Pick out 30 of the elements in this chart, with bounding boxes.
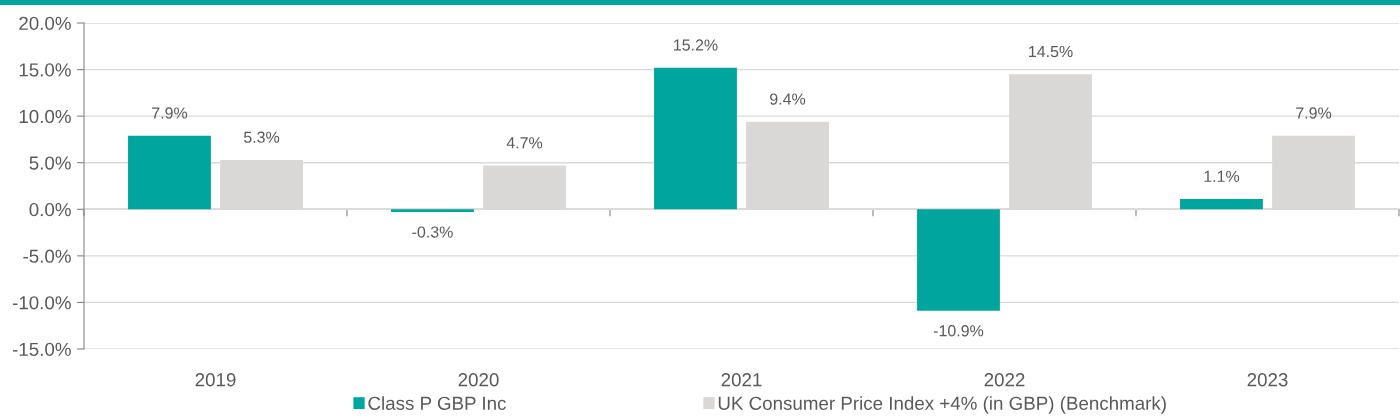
x-tick-label: 2019 [195,373,236,387]
y-tick-label: -15.0% [12,342,71,356]
y-tick-label: 20.0% [19,16,71,30]
data-label: -10.9% [933,325,984,337]
y-tick-label: 5.0% [29,156,71,170]
bar [917,209,1000,311]
y-tick-label: 0.0% [29,202,71,217]
legend-label: UK Consumer Price Index +4% (in GBP) (Benchmark) [718,396,1166,414]
data-label: 1.1% [1204,170,1240,182]
bar [391,209,474,213]
data-label: 14.5% [1029,45,1073,58]
data-label: 5.3% [243,131,280,143]
bar [654,67,737,210]
x-tick-label: 2020 [458,373,499,387]
y-tick-label: -5.0% [23,249,71,263]
data-label: 4.7% [506,137,543,149]
data-label: 9.4% [770,93,806,105]
data-label: 7.9% [1296,107,1332,119]
x-tick-label: 2021 [721,373,762,387]
y-tick-label: -10.0% [12,296,71,310]
y-tick-label: 15.0% [19,63,71,77]
x-tick-label: 2022 [984,373,1025,387]
y-tick-label: 10.0% [19,109,71,124]
data-label: -0.3% [412,226,453,238]
bar [128,135,211,210]
legend-label: Class P GBP Inc [368,396,506,410]
data-label: 15.2% [674,39,718,51]
bar [1180,199,1263,210]
x-tick-label: 2023 [1247,373,1288,387]
data-label: 7.9% [152,107,188,119]
